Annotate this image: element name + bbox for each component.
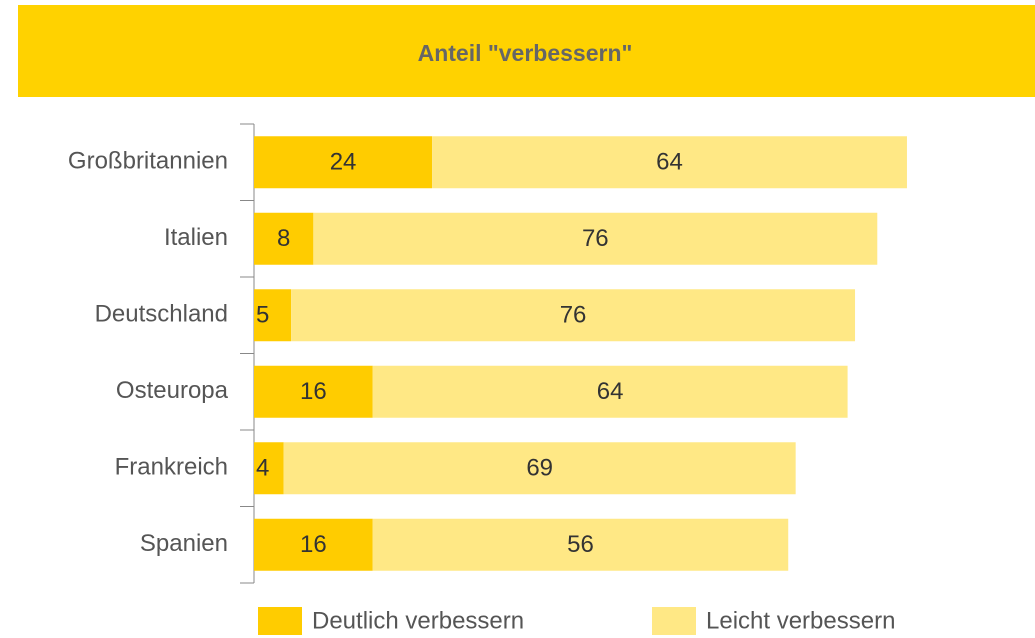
bar-segment [254,365,373,418]
legend-swatch [258,607,302,635]
bar-segment [432,136,907,189]
category-label: Osteuropa [116,377,229,404]
value-label: 76 [582,225,609,252]
value-label: 64 [597,378,624,405]
category-label: Deutschland [95,301,228,328]
value-label: 8 [277,225,290,252]
bar-segment [254,442,284,495]
bar-segment [254,212,314,265]
bar-segment [372,518,789,571]
chart-title: Anteil "verbessern" [418,40,633,66]
value-label: 69 [526,455,553,482]
category-label: Frankreich [115,454,228,481]
value-label: 64 [656,149,683,176]
bar-segment [291,289,856,342]
category-label: Italien [164,224,228,251]
title-banner [18,5,1035,97]
bar-segment [283,442,796,495]
bar-segment [254,518,373,571]
value-label: 5 [256,302,269,329]
value-label: 76 [560,302,587,329]
category-label: Spanien [140,530,228,557]
value-label: 56 [567,531,594,558]
legend-label: Deutlich verbessern [312,607,524,634]
bar-segment [372,365,848,418]
category-label: Großbritannien [68,148,228,175]
bar-segment [254,289,292,342]
value-label: 4 [256,455,269,482]
legend-label: Leicht verbessern [706,607,895,634]
value-label: 16 [300,531,327,558]
value-label: 24 [330,149,357,176]
bar-segment [313,212,878,265]
value-label: 16 [300,378,327,405]
legend-swatch [652,607,696,635]
bar-segment [254,136,433,189]
